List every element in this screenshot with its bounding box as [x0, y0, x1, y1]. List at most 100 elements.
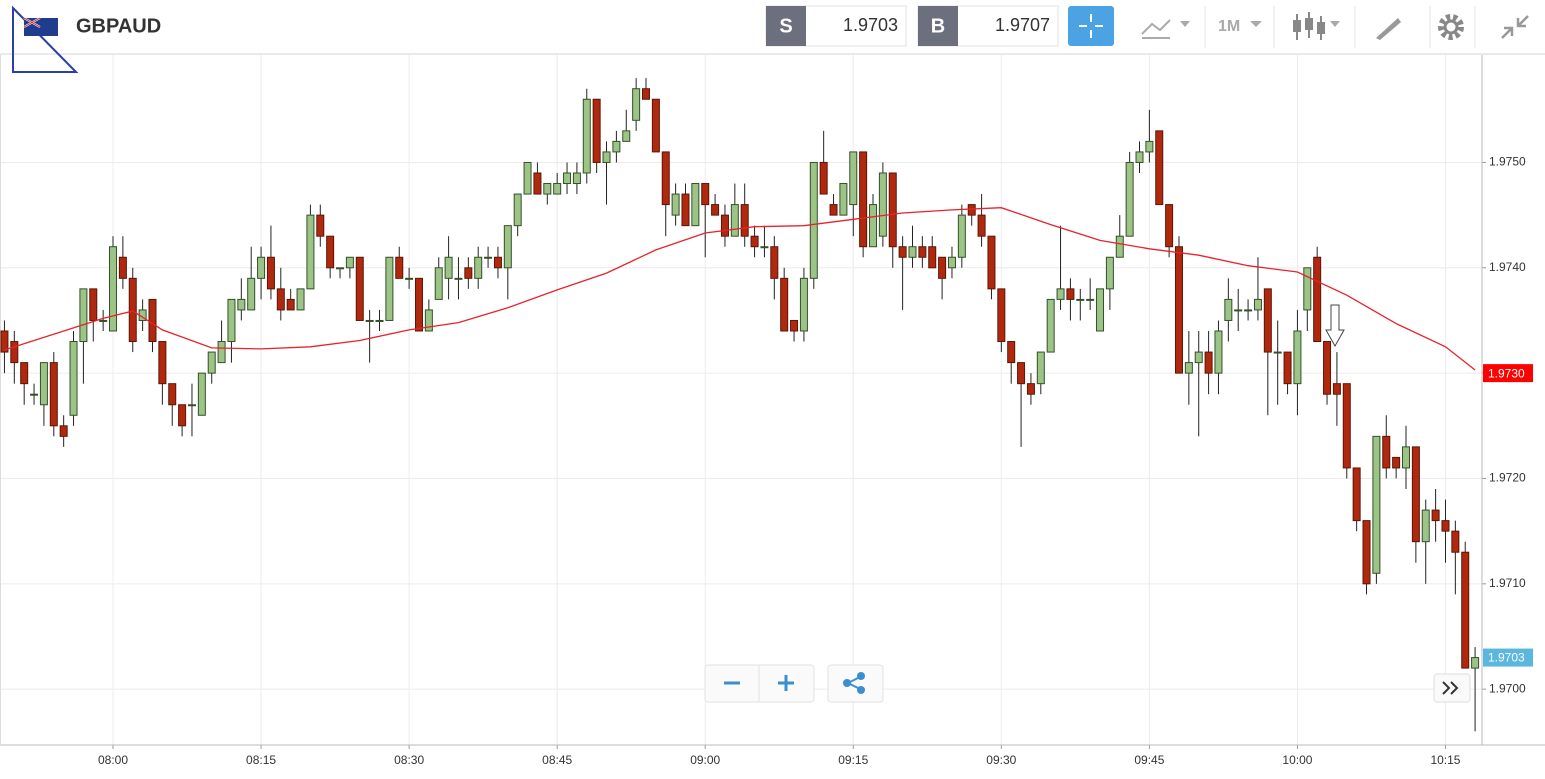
- candle-body: [730, 204, 739, 237]
- candle-body: [740, 204, 749, 237]
- x-tick-label: 09:30: [986, 753, 1016, 767]
- drawing-triangle: [12, 5, 79, 73]
- y-tick-label: 1.9720: [1489, 471, 1526, 485]
- price-tag-label: 1.9703: [1488, 651, 1525, 665]
- candle-body: [237, 298, 246, 311]
- candle-body: [89, 288, 98, 321]
- x-tick-label: 08:00: [98, 753, 128, 767]
- candle-body: [1086, 298, 1095, 301]
- candle-body: [898, 246, 907, 258]
- candle-body: [1293, 330, 1302, 385]
- candle-body: [484, 256, 493, 259]
- candle-body: [1303, 267, 1312, 311]
- zoom-in-button[interactable]: [778, 675, 794, 691]
- candle-body: [1244, 309, 1253, 312]
- candle-body: [681, 193, 690, 227]
- candle-body: [829, 204, 838, 216]
- candle-body: [375, 319, 384, 322]
- candle-body: [336, 267, 345, 270]
- candle-body: [809, 161, 818, 279]
- candle-body: [533, 172, 542, 195]
- candle-body: [888, 172, 897, 248]
- collapse-icon[interactable]: [1501, 15, 1529, 39]
- candle-body: [1165, 204, 1174, 248]
- candle-body: [701, 183, 710, 206]
- scroll-latest-button[interactable]: [1433, 673, 1471, 703]
- settings-icon[interactable]: [1438, 14, 1464, 40]
- crosshair-button[interactable]: [1068, 6, 1114, 46]
- price-tag: [1483, 648, 1533, 667]
- candle-body: [326, 235, 335, 269]
- candle-body: [10, 341, 19, 364]
- candle-body: [1471, 657, 1480, 669]
- candle-body: [632, 88, 641, 121]
- candle-body: [720, 214, 729, 237]
- candle-body: [1352, 467, 1361, 522]
- candles-icon-body: [1317, 22, 1325, 34]
- candle-body: [1174, 246, 1183, 374]
- candles-icon-body: [1305, 18, 1313, 30]
- candle-body: [878, 172, 887, 237]
- candle-body: [345, 256, 354, 269]
- timeframe[interactable]: 1M: [1218, 18, 1240, 35]
- candle-body: [1184, 362, 1193, 374]
- moving-average: [4, 207, 1476, 371]
- symbol: GBPAUD: [76, 15, 161, 37]
- candle-body: [967, 204, 976, 216]
- candle-body: [1263, 288, 1272, 353]
- candle-body: [217, 341, 226, 364]
- candle-body: [908, 246, 917, 258]
- drawing-tool-icon[interactable]: [1376, 18, 1401, 40]
- candle-body: [1066, 288, 1075, 300]
- candle-body: [770, 246, 779, 279]
- candle-body: [859, 151, 868, 248]
- candle-body: [691, 183, 700, 227]
- candle-body: [1392, 456, 1401, 469]
- candle-body: [316, 214, 325, 237]
- dropdown-arrow: [1180, 21, 1190, 27]
- sell-signal-arrow: [1325, 304, 1345, 348]
- candle-body: [760, 246, 769, 249]
- candle-body: [493, 256, 502, 269]
- candle-body: [178, 404, 187, 427]
- candle-body: [1342, 383, 1351, 469]
- candle-body: [405, 277, 414, 280]
- candle-body: [355, 256, 364, 321]
- candles-icon-body: [1293, 20, 1301, 32]
- x-tick-label: 10:00: [1282, 753, 1312, 767]
- candle-body: [158, 341, 167, 385]
- sell-price: 1.9703: [843, 15, 898, 35]
- buy-label: B: [931, 15, 945, 37]
- buy-price: 1.9707: [995, 15, 1050, 35]
- x-tick-label: 09:00: [690, 753, 720, 767]
- share-icon-dot: [857, 672, 865, 680]
- y-tick-label: 1.9710: [1489, 576, 1526, 590]
- candle-body: [711, 204, 720, 216]
- candle-body: [474, 256, 483, 279]
- candle-body: [207, 351, 216, 374]
- candle-body: [612, 140, 621, 153]
- candle-body: [286, 298, 295, 311]
- buy-label-box: [918, 6, 958, 46]
- candle-body: [385, 256, 394, 321]
- candle-body: [651, 98, 660, 153]
- chart-type-icon[interactable]: [1141, 19, 1171, 39]
- candle-body: [661, 151, 670, 206]
- candle-body: [1402, 446, 1410, 469]
- candle-body: [1461, 551, 1470, 669]
- candle-body: [799, 277, 808, 332]
- candle-body: [128, 277, 137, 343]
- candle-body: [1283, 351, 1292, 385]
- candle-body: [957, 214, 966, 258]
- x-tick-label: 08:15: [246, 753, 276, 767]
- candle-body: [1056, 288, 1065, 300]
- dropdown-arrow: [1250, 21, 1262, 27]
- candle-body: [1096, 288, 1105, 332]
- candle-body: [1441, 520, 1450, 532]
- candle-body: [1451, 530, 1460, 553]
- sell-label-box: [766, 6, 806, 46]
- share-button[interactable]: [843, 672, 865, 694]
- candle-body: [1026, 383, 1035, 395]
